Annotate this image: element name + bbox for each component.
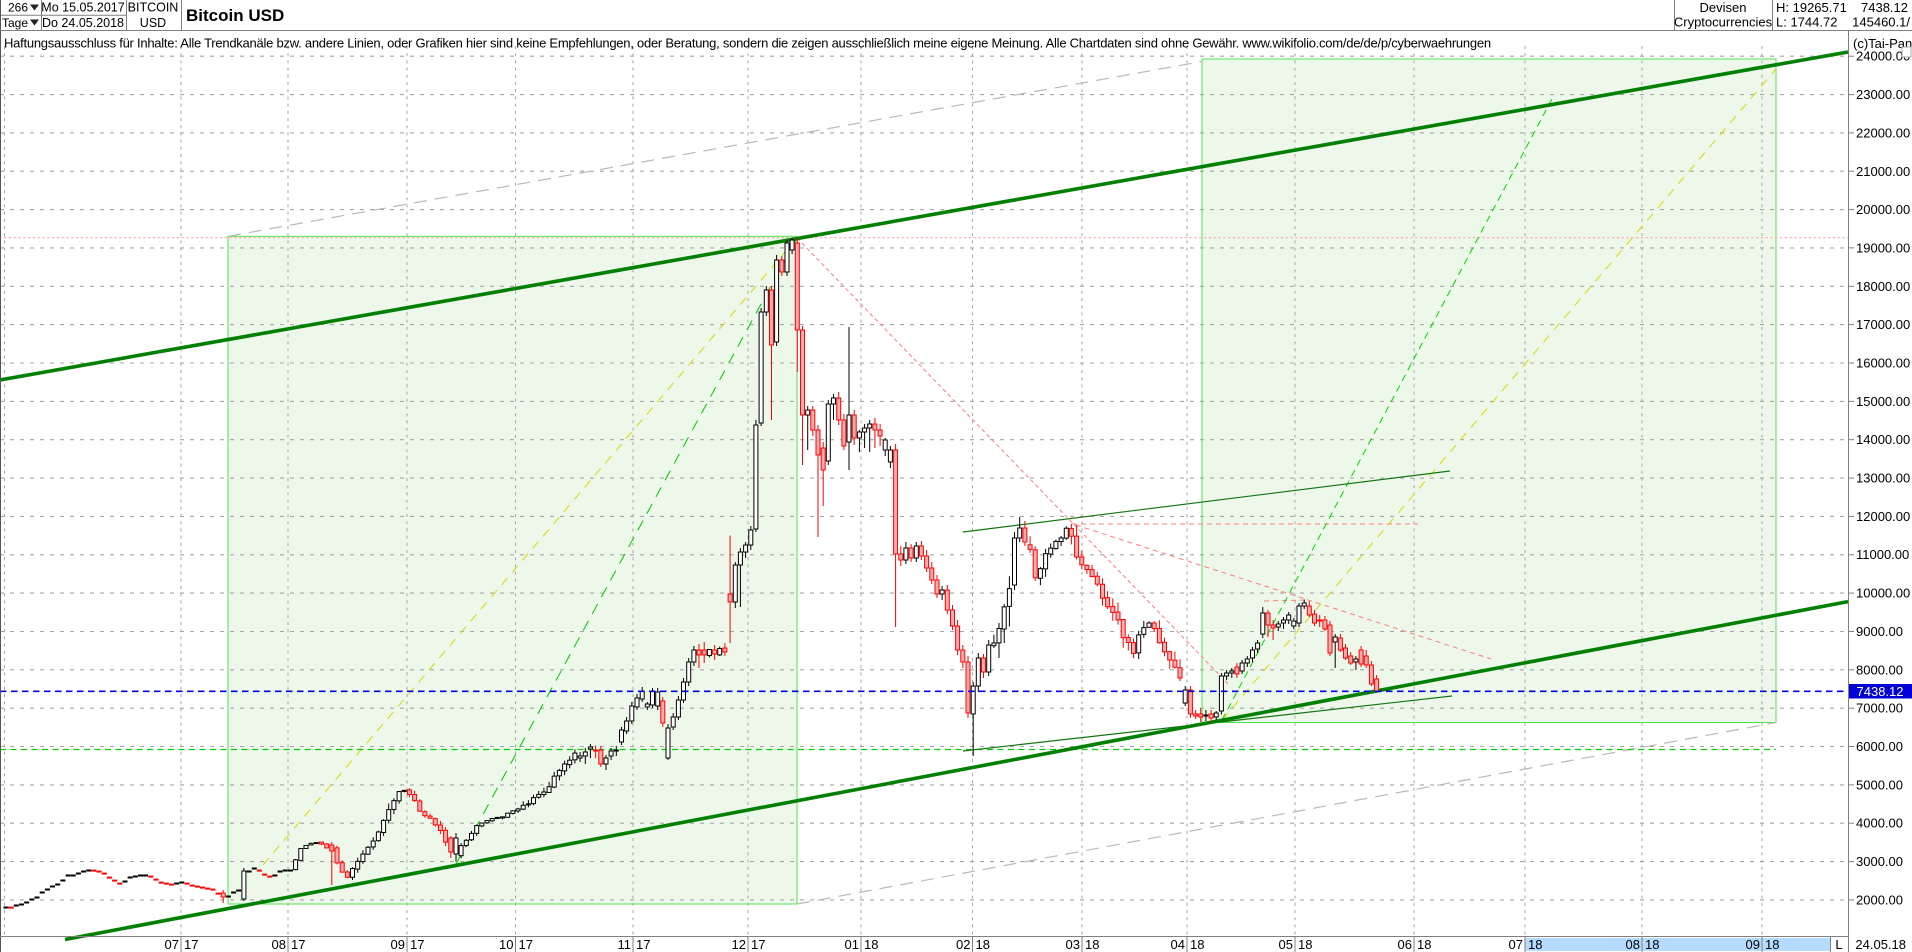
svg-text:24.05.18: 24.05.18 — [1855, 937, 1906, 952]
svg-text:USD: USD — [140, 16, 166, 30]
svg-text:17000.00: 17000.00 — [1856, 317, 1910, 332]
svg-text:17: 17 — [184, 937, 198, 952]
svg-text:(c)Tai-Pan: (c)Tai-Pan — [1853, 36, 1912, 51]
svg-text:18: 18 — [976, 937, 990, 952]
svg-text:Do 24.05.2018: Do 24.05.2018 — [42, 16, 124, 30]
svg-text:12000.00: 12000.00 — [1856, 509, 1910, 524]
svg-text:08: 08 — [1626, 937, 1640, 952]
svg-text:07: 07 — [165, 937, 179, 952]
svg-text:06: 06 — [1398, 937, 1412, 952]
svg-text:19000.00: 19000.00 — [1856, 240, 1910, 255]
svg-text:11: 11 — [618, 937, 632, 952]
svg-text:13000.00: 13000.00 — [1856, 471, 1910, 486]
svg-text:3000.00: 3000.00 — [1856, 854, 1903, 869]
svg-text:15000.00: 15000.00 — [1856, 394, 1910, 409]
svg-text:9000.00: 9000.00 — [1856, 624, 1903, 639]
svg-text:12: 12 — [732, 937, 746, 952]
svg-text:20000.00: 20000.00 — [1856, 202, 1910, 217]
svg-text:4000.00: 4000.00 — [1856, 816, 1903, 831]
svg-text:7438.12: 7438.12 — [1861, 0, 1908, 15]
svg-text:10: 10 — [499, 937, 513, 952]
svg-text:18: 18 — [1528, 937, 1542, 952]
svg-text:18: 18 — [1645, 937, 1659, 952]
svg-text:17: 17 — [751, 937, 765, 952]
svg-text:01: 01 — [845, 937, 859, 952]
svg-text:18: 18 — [1085, 937, 1099, 952]
svg-text:L: L — [1835, 937, 1842, 952]
svg-text:02: 02 — [956, 937, 970, 952]
svg-text:Cryptocurrencies: Cryptocurrencies — [1674, 15, 1773, 30]
svg-text:6000.00: 6000.00 — [1856, 739, 1903, 754]
svg-text:17: 17 — [410, 937, 424, 952]
svg-text:18: 18 — [1190, 937, 1204, 952]
svg-text:Mo 15.05.2017: Mo 15.05.2017 — [41, 1, 124, 15]
svg-text:10000.00: 10000.00 — [1856, 586, 1910, 601]
svg-text:18000.00: 18000.00 — [1856, 279, 1910, 294]
svg-text:04: 04 — [1171, 937, 1185, 952]
svg-text:17: 17 — [519, 937, 533, 952]
svg-text:17: 17 — [636, 937, 650, 952]
svg-text:Devisen: Devisen — [1700, 0, 1747, 15]
svg-text:BITCOIN: BITCOIN — [128, 1, 179, 15]
svg-text:145460.1/: 145460.1/ — [1852, 15, 1910, 30]
svg-text:H: 19265.71: H: 19265.71 — [1776, 0, 1847, 15]
svg-text:17: 17 — [291, 937, 305, 952]
svg-text:18: 18 — [864, 937, 878, 952]
svg-text:03: 03 — [1066, 937, 1080, 952]
svg-text:5000.00: 5000.00 — [1856, 777, 1903, 792]
svg-text:7438.12: 7438.12 — [1857, 684, 1904, 699]
svg-text:7000.00: 7000.00 — [1856, 701, 1903, 716]
svg-text:08: 08 — [272, 937, 286, 952]
svg-text:Haftungsausschluss für Inhalte: Haftungsausschluss für Inhalte: Alle Tre… — [4, 36, 1491, 51]
svg-text:266: 266 — [8, 1, 28, 15]
svg-text:09: 09 — [1746, 937, 1760, 952]
svg-text:2000.00: 2000.00 — [1856, 892, 1903, 907]
svg-text:18: 18 — [1298, 937, 1312, 952]
svg-text:16000.00: 16000.00 — [1856, 356, 1910, 371]
svg-text:8000.00: 8000.00 — [1856, 662, 1903, 677]
svg-text:24000.00: 24000.00 — [1856, 49, 1910, 64]
svg-text:21000.00: 21000.00 — [1856, 164, 1910, 179]
svg-text:05: 05 — [1279, 937, 1293, 952]
svg-text:14000.00: 14000.00 — [1856, 432, 1910, 447]
svg-text:18: 18 — [1765, 937, 1779, 952]
svg-text:23000.00: 23000.00 — [1856, 87, 1910, 102]
svg-text:22000.00: 22000.00 — [1856, 125, 1910, 140]
svg-text:18: 18 — [1417, 937, 1431, 952]
svg-text:Tage: Tage — [2, 16, 28, 30]
svg-text:07: 07 — [1509, 937, 1523, 952]
svg-text:09: 09 — [391, 937, 405, 952]
svg-text:Bitcoin USD: Bitcoin USD — [186, 6, 284, 25]
svg-text:11000.00: 11000.00 — [1856, 547, 1909, 562]
svg-text:L: 1744.72: L: 1744.72 — [1776, 15, 1837, 30]
